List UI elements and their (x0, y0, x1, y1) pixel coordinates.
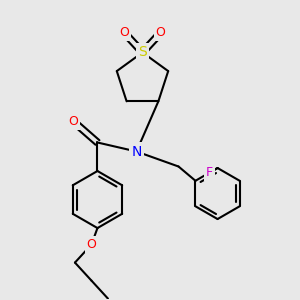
Text: N: N (131, 145, 142, 158)
Text: S: S (138, 45, 147, 59)
Text: F: F (206, 166, 213, 179)
Text: O: O (156, 26, 165, 39)
Text: O: O (119, 26, 129, 39)
Text: O: O (86, 238, 96, 251)
Text: O: O (68, 115, 78, 128)
